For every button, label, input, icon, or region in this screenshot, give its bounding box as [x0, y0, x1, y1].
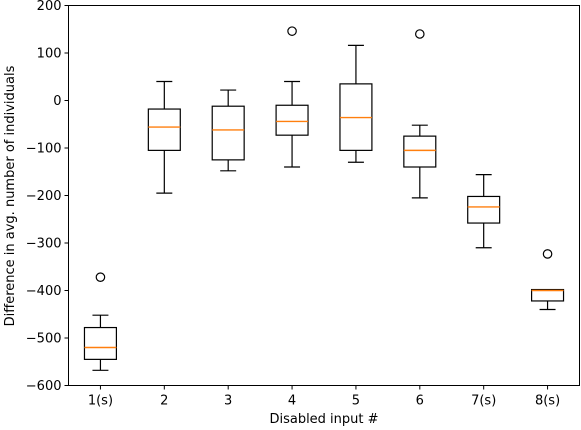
box-body: [83, 326, 118, 360]
box-7s: [467, 174, 501, 249]
box-body: [275, 104, 309, 136]
outlier-point: [542, 249, 553, 259]
outlier-point: [415, 29, 425, 39]
x-tick-label: 6: [416, 394, 424, 409]
y-axis-label: Difference in avg. number of individuals: [3, 65, 18, 326]
y-tick-label: 100: [37, 47, 62, 62]
x-tick-label: 1(s): [88, 394, 113, 409]
box-body: [467, 195, 501, 224]
plot-area: [83, 26, 565, 371]
box-body: [147, 108, 181, 151]
y-tick-label: 200: [37, 0, 62, 14]
x-axis: 1(s) 2 3 4 5 6 7(s) 8(s): [88, 385, 560, 409]
axes-frame: [68, 5, 580, 386]
y-tick-label: 0: [53, 94, 61, 109]
box-8s: [530, 249, 565, 311]
y-tick-label: −400: [26, 284, 62, 299]
x-tick-label: 4: [288, 394, 296, 409]
x-tick-label: 2: [160, 394, 168, 409]
y-axis: −600 −500 −400 −300 −200 −100 0 100 200: [26, 0, 69, 394]
y-tick-label: −100: [26, 142, 62, 157]
y-tick-label: −500: [26, 332, 62, 347]
box-5: [339, 44, 373, 163]
box-2: [147, 80, 181, 194]
box-1s: [83, 272, 118, 371]
outlier-point: [95, 272, 106, 282]
x-tick-label: 7(s): [471, 394, 496, 409]
box-3: [211, 89, 245, 172]
y-tick-label: −200: [26, 189, 62, 204]
box-body: [530, 288, 565, 302]
box-body: [211, 105, 245, 161]
y-tick-label: −600: [26, 379, 62, 394]
x-tick-label: 3: [224, 394, 232, 409]
x-axis-label: Disabled input #: [269, 412, 378, 427]
x-tick-label: 8(s): [535, 394, 560, 409]
box-body: [403, 135, 437, 168]
box-6: [403, 29, 437, 199]
x-tick-label: 5: [352, 394, 360, 409]
y-tick-label: −300: [26, 237, 62, 252]
outlier-point: [287, 26, 297, 36]
box-4: [275, 26, 309, 168]
